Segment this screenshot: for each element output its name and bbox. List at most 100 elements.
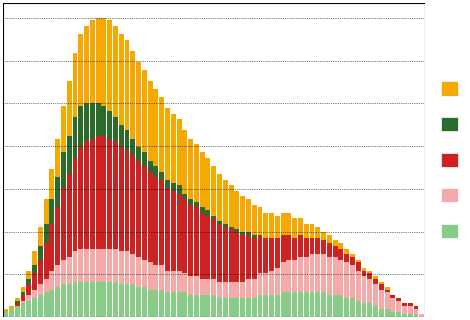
Bar — [228, 229, 234, 282]
Bar — [142, 166, 147, 260]
Bar — [217, 282, 222, 298]
Bar — [321, 232, 326, 240]
Bar — [212, 218, 216, 279]
Bar — [38, 295, 43, 317]
Bar — [315, 227, 320, 237]
Bar — [286, 213, 291, 235]
Bar — [84, 141, 89, 249]
Bar — [315, 254, 320, 292]
Bar — [15, 306, 20, 317]
Bar — [130, 51, 135, 139]
Bar — [102, 106, 106, 136]
Bar — [275, 216, 280, 237]
Bar — [67, 257, 72, 284]
Bar — [315, 292, 320, 317]
Bar — [142, 260, 147, 287]
Bar — [84, 282, 89, 317]
Bar — [344, 254, 349, 262]
Bar — [223, 282, 228, 298]
Bar — [55, 287, 60, 317]
Bar — [177, 119, 181, 185]
Bar — [292, 218, 297, 237]
Bar — [205, 279, 211, 295]
Bar — [205, 295, 211, 317]
Bar — [78, 34, 83, 106]
Bar — [182, 199, 187, 273]
Bar — [72, 282, 78, 317]
Bar — [235, 229, 239, 232]
Bar — [252, 204, 257, 235]
Bar — [223, 227, 228, 282]
Bar — [38, 246, 43, 260]
Bar — [44, 224, 48, 243]
Bar — [292, 292, 297, 317]
Bar — [90, 20, 95, 103]
Bar — [258, 273, 262, 295]
Bar — [72, 158, 78, 251]
Bar — [263, 295, 268, 317]
Bar — [125, 150, 130, 251]
Bar — [78, 249, 83, 282]
Bar — [212, 216, 216, 218]
Bar — [292, 237, 297, 260]
Bar — [188, 199, 193, 204]
Bar — [154, 177, 158, 265]
Bar — [26, 284, 31, 295]
Bar — [356, 262, 360, 270]
Bar — [338, 295, 344, 317]
Bar — [252, 298, 257, 317]
Bar — [72, 117, 78, 158]
Bar — [90, 103, 95, 139]
Bar — [286, 260, 291, 292]
Bar — [200, 213, 204, 279]
Bar — [396, 298, 401, 301]
Bar — [223, 180, 228, 224]
Bar — [119, 251, 124, 284]
Bar — [96, 18, 101, 103]
Bar — [235, 298, 239, 317]
Bar — [286, 292, 291, 317]
Bar — [107, 139, 112, 249]
Bar — [419, 315, 424, 317]
Bar — [384, 287, 390, 290]
Bar — [252, 237, 257, 279]
Bar — [107, 20, 112, 111]
Bar — [310, 292, 314, 317]
Bar — [49, 169, 55, 199]
Bar — [119, 34, 124, 125]
Bar — [188, 276, 193, 295]
Bar — [171, 292, 176, 317]
Bar — [310, 224, 314, 237]
Bar — [26, 270, 31, 279]
Bar — [113, 282, 118, 317]
Bar — [165, 180, 170, 188]
Bar — [148, 290, 153, 317]
Bar — [26, 301, 31, 317]
Bar — [142, 152, 147, 166]
Bar — [327, 243, 332, 257]
Bar — [356, 260, 360, 262]
Bar — [119, 284, 124, 317]
Bar — [107, 249, 112, 282]
Bar — [113, 26, 118, 117]
Bar — [21, 303, 25, 317]
Bar — [327, 257, 332, 295]
Bar — [315, 237, 320, 254]
Bar — [391, 298, 395, 312]
Bar — [38, 227, 43, 246]
Bar — [3, 309, 8, 312]
Bar — [44, 199, 48, 224]
Bar — [177, 292, 181, 317]
Bar — [321, 240, 326, 254]
Bar — [240, 235, 245, 282]
Bar — [304, 237, 309, 257]
Bar — [396, 301, 401, 312]
Bar — [228, 185, 234, 227]
Bar — [96, 249, 101, 282]
Bar — [49, 224, 55, 270]
Bar — [182, 194, 187, 199]
Bar — [228, 227, 234, 229]
Bar — [15, 298, 20, 301]
Bar — [321, 254, 326, 292]
Bar — [361, 270, 367, 276]
